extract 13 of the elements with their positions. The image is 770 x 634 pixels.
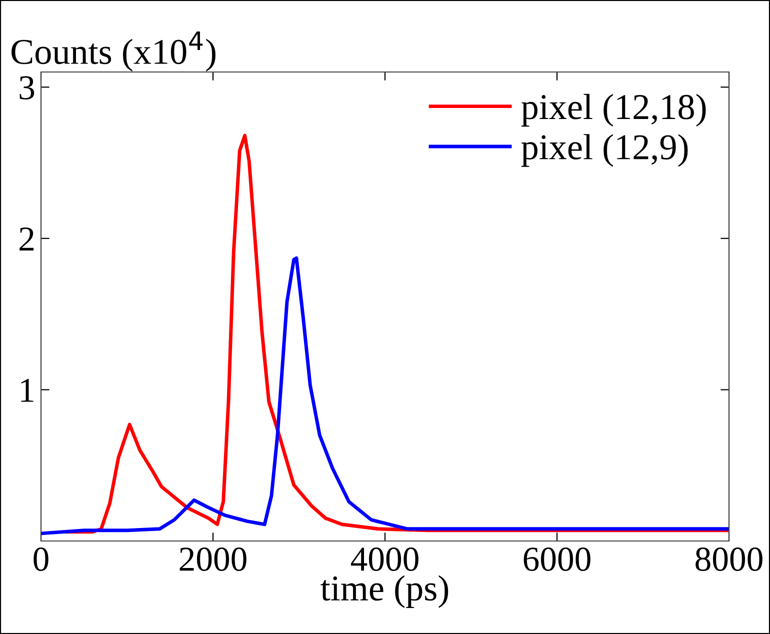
line-series [41, 256, 729, 536]
x-tick-label: 4000 [350, 548, 418, 571]
x-axis-title: time (ps) [320, 575, 448, 608]
y-tick-label: 1 [21, 378, 34, 402]
legend-label: pixel (12,9) [521, 134, 688, 167]
y-axis-title: Counts (x10$^{4}$) [12, 32, 216, 72]
x-tick-label: 2000 [180, 548, 246, 571]
y-tick-label: 3 [20, 76, 34, 100]
x-tick-label: 6000 [524, 548, 590, 571]
x-tick-label: 8000 [696, 548, 762, 571]
y-tick-label: 2 [20, 227, 34, 250]
x-tick-label: 0 [34, 548, 48, 571]
legend-label: pixel (12,18) [521, 94, 706, 127]
